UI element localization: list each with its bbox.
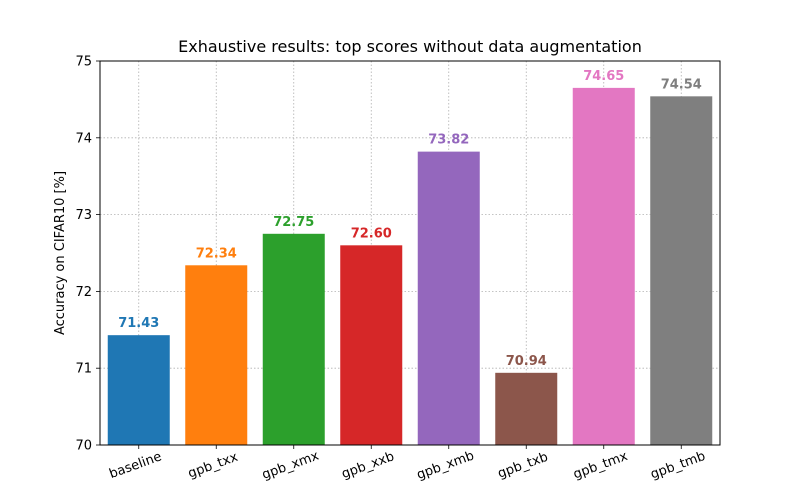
bar-gpb_tmx — [572, 87, 635, 445]
x-tick-label-gpb_tmb: gpb_tmb — [649, 449, 708, 483]
x-tick-label-gpb_txx: gpb_txx — [186, 450, 240, 482]
x-tick-label-gpb_xmb: gpb_xmb — [415, 448, 476, 483]
bar-gpb_xmb — [417, 151, 480, 445]
y-tick-label: 75 — [75, 55, 92, 70]
x-tick-label-gpb_xmx: gpb_xmx — [260, 448, 321, 482]
value-label-gpb_txb: 70.94 — [506, 354, 547, 369]
x-tick-label-baseline: baseline — [107, 449, 163, 482]
bar-gpb_xxb — [340, 245, 403, 445]
bar-gpb_tmb — [650, 96, 713, 445]
x-tick-label-gpb_txb: gpb_txb — [496, 450, 550, 482]
value-label-gpb_tmb: 74.54 — [661, 77, 702, 92]
value-label-baseline: 71.43 — [118, 316, 159, 331]
bars-layer — [107, 87, 713, 445]
value-label-gpb_xmb: 73.82 — [428, 133, 469, 148]
chart-title: Exhaustive results: top scores without d… — [178, 37, 642, 56]
value-labels-layer: 71.43 72.34 72.75 72.60 73.82 70.94 74.65 74.54 — [118, 69, 702, 369]
y-axis-label: Accuracy on CIFAR10 [%] — [53, 171, 68, 335]
bar-gpb_xmx — [262, 233, 325, 445]
bar-gpb_txx — [185, 265, 248, 445]
x-tick-label-gpb_xxb: gpb_xxb — [340, 449, 397, 482]
plot-frame — [99, 60, 721, 446]
y-tick-label: 71 — [75, 362, 92, 377]
value-label-gpb_tmx: 74.65 — [583, 69, 624, 84]
y-tick-label: 73 — [75, 208, 92, 223]
bar-gpb_txb — [495, 372, 558, 445]
bar-baseline — [107, 335, 170, 445]
value-label-gpb_xmx: 72.75 — [273, 215, 314, 230]
y-tick-label: 74 — [75, 131, 92, 146]
y-tick-label: 70 — [75, 439, 92, 454]
y-tick-label: 72 — [75, 285, 92, 300]
x-tick-label-gpb_tmx: gpb_tmx — [571, 449, 630, 483]
value-label-gpb_txx: 72.34 — [196, 246, 237, 261]
value-label-gpb_xxb: 72.60 — [351, 226, 392, 241]
